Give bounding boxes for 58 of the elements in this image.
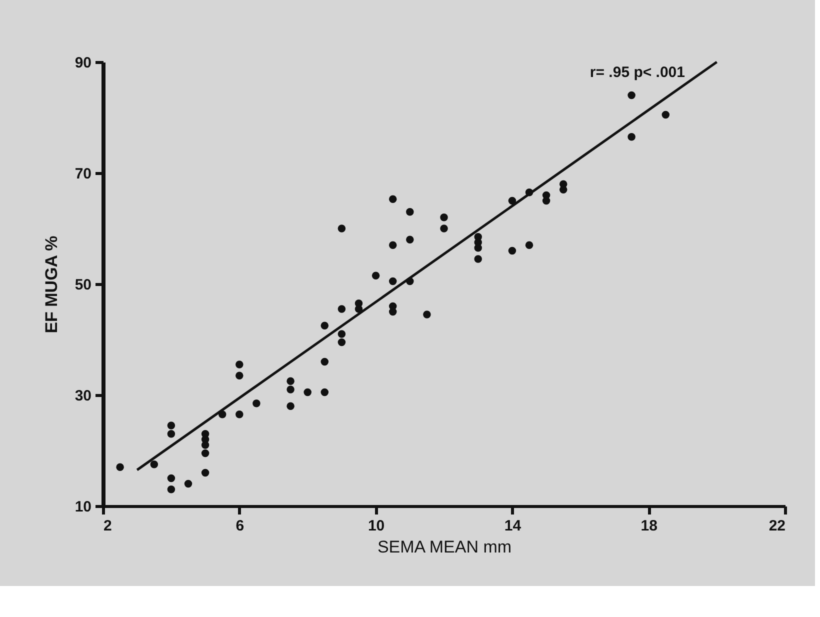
x-axis-title: SEMA MEAN mm	[377, 538, 512, 556]
point	[508, 246, 516, 255]
point	[236, 360, 244, 368]
x-tick-label: 18	[640, 518, 658, 534]
x-tick-label: 6	[236, 518, 244, 534]
point	[116, 463, 124, 472]
point	[304, 388, 312, 396]
point	[167, 422, 176, 430]
point	[167, 430, 176, 438]
point	[320, 388, 329, 396]
point	[474, 255, 482, 263]
point	[150, 460, 158, 468]
y-tick-label: 70	[74, 166, 92, 182]
y-tick-label: 90	[74, 54, 92, 72]
point	[338, 305, 346, 313]
point	[236, 372, 244, 380]
point	[406, 208, 414, 216]
point	[286, 386, 294, 394]
point	[628, 133, 636, 141]
point	[184, 480, 192, 488]
point	[388, 241, 397, 250]
x-tick-label: 22	[768, 518, 786, 534]
x-tick-label: 2	[104, 518, 112, 534]
point	[201, 449, 210, 458]
point	[508, 196, 516, 205]
point	[201, 441, 210, 449]
point	[338, 338, 346, 346]
annotation: r= .95 p< .001	[590, 64, 685, 81]
y-tick-label: 10	[74, 498, 92, 516]
point	[167, 474, 176, 482]
point	[388, 195, 397, 203]
point	[286, 377, 294, 385]
point	[320, 358, 329, 366]
point	[320, 322, 329, 330]
y-axis-title: EF MUGA %	[42, 236, 61, 334]
point	[167, 485, 176, 494]
point	[388, 277, 397, 286]
point	[440, 214, 448, 222]
point	[338, 224, 346, 232]
y-tick-label: 50	[74, 276, 92, 294]
point	[286, 402, 294, 410]
point	[474, 244, 482, 252]
x-tick-label: 10	[368, 518, 385, 534]
point	[525, 241, 534, 250]
point	[662, 110, 670, 119]
point	[236, 410, 244, 418]
point	[423, 310, 431, 318]
point	[406, 236, 414, 244]
point	[440, 224, 448, 232]
x-tick-label: 14	[504, 518, 522, 534]
point	[372, 272, 380, 280]
point	[559, 186, 568, 194]
point	[354, 305, 363, 313]
y-tick-label: 30	[74, 388, 92, 404]
point	[201, 468, 210, 477]
point	[338, 330, 346, 338]
point	[628, 91, 636, 100]
point	[252, 399, 260, 408]
